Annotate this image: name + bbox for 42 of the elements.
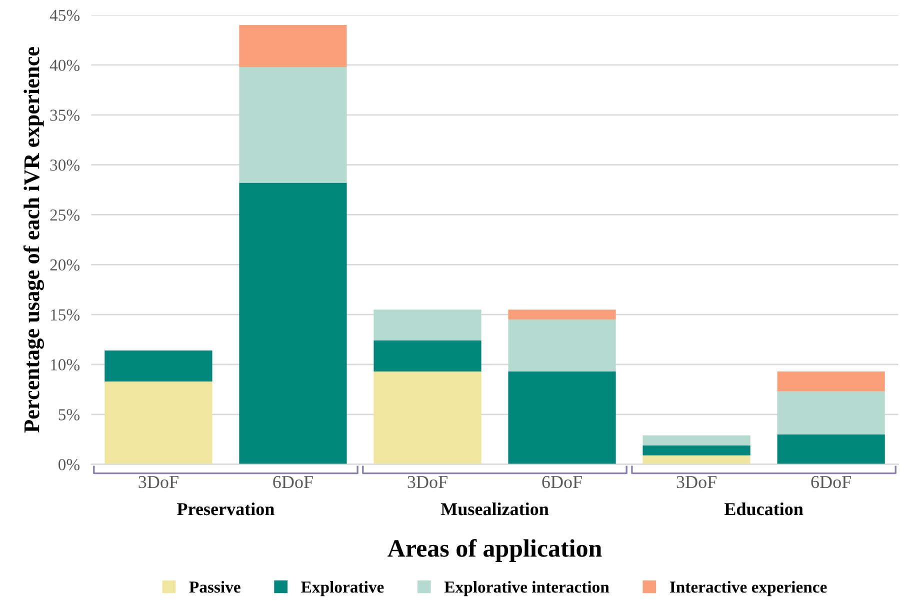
x-axis-title: Areas of application [388, 539, 602, 562]
bar [642, 445, 750, 456]
bar [508, 320, 616, 372]
bar [374, 340, 482, 372]
bar [508, 310, 616, 320]
y-axis-title: Percentage usage of each iVR experience [23, 47, 44, 433]
text: Musealization [440, 502, 549, 516]
legend-label: Passive [189, 580, 240, 593]
legend-label: Interactive experience [670, 580, 827, 596]
x-tick-label: 3DoF [138, 476, 178, 488]
bar [777, 371, 885, 392]
bar [239, 66, 347, 183]
y-tick-label: 45% [50, 10, 80, 22]
x-tick-label: 6DoF [811, 476, 851, 488]
x-tick-label: 6DoF [273, 476, 313, 488]
bar [642, 455, 750, 464]
y-tick-label: 35% [50, 110, 80, 121]
x-tick-label: 6DoF [542, 476, 582, 488]
bar [104, 381, 212, 464]
text: Preservation [177, 502, 274, 516]
bar [239, 25, 347, 67]
y-tick-label: 25% [50, 209, 80, 221]
bar [777, 391, 885, 434]
bar [374, 310, 482, 341]
y-tick-label: 15% [51, 309, 80, 321]
y-tick-label: 40% [50, 60, 80, 71]
bar [642, 435, 750, 446]
y-tick-label: 20% [50, 259, 80, 271]
x-tick-label: 3DoF [408, 476, 448, 488]
y-tick-label: 10% [51, 359, 80, 370]
y-tick-label: 5% [58, 409, 80, 420]
text: Education [724, 502, 804, 516]
legend-label: Explorative [301, 580, 384, 596]
bar [104, 350, 212, 382]
bar [508, 371, 616, 464]
bar [239, 182, 347, 464]
y-tick-label: 0% [58, 459, 80, 470]
bar [374, 371, 482, 464]
bar [777, 434, 885, 464]
y-tick-label: 30% [50, 160, 80, 171]
legend-label: Explorative interaction [444, 580, 610, 596]
x-tick-label: 3DoF [676, 476, 716, 488]
